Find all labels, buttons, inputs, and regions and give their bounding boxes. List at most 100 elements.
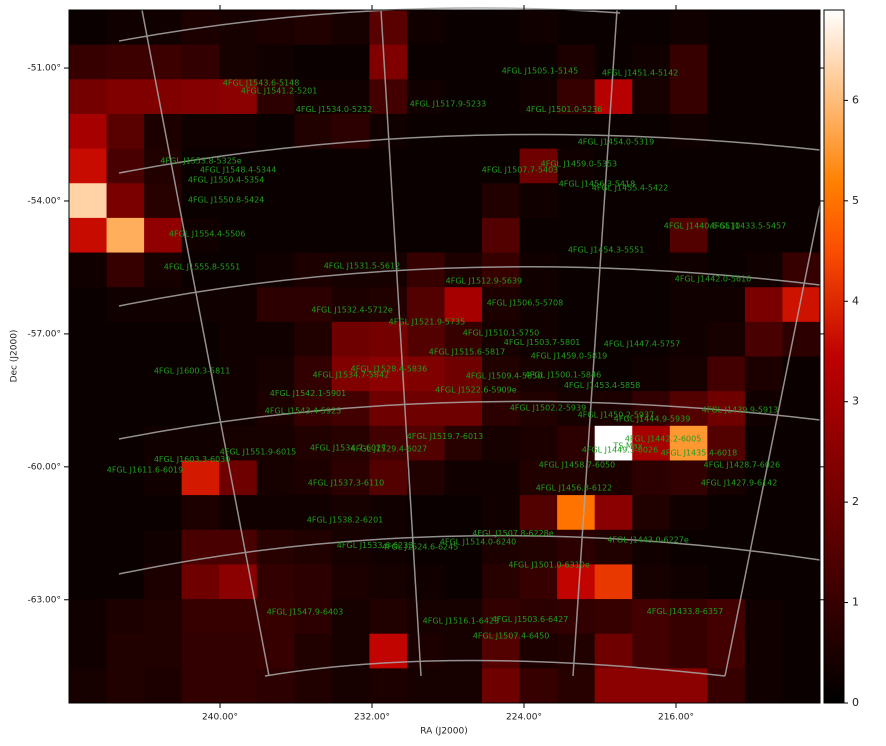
source-label: 4FGL J1459.0-5819	[531, 352, 608, 361]
heatmap-cell	[256, 44, 295, 80]
heatmap-cell	[106, 356, 145, 392]
heatmap-cell	[669, 425, 708, 461]
source-label: 4FGL J1524.6-6245	[382, 543, 459, 552]
heatmap-cell	[144, 287, 183, 323]
heatmap-cell	[294, 495, 333, 531]
heatmap-cell	[482, 44, 521, 80]
heatmap-cell	[782, 183, 821, 219]
heatmap-cell	[444, 217, 483, 254]
heatmap-cell	[707, 668, 746, 704]
source-label: 4FGL J1548.4-5344	[200, 165, 277, 174]
heatmap-cell	[106, 460, 145, 496]
heatmap-cell	[482, 183, 521, 219]
heatmap-cell	[181, 183, 220, 219]
heatmap-cell	[519, 425, 558, 461]
heatmap-cell	[294, 460, 333, 496]
heatmap-cell	[69, 529, 108, 565]
heatmap-cell	[557, 460, 596, 496]
heatmap-cell	[69, 391, 108, 427]
heatmap-cell	[707, 564, 746, 600]
source-label: 4FGL J1547.9-6403	[267, 608, 344, 617]
heatmap-cell	[669, 633, 708, 669]
heatmap-cell	[144, 217, 183, 254]
source-label: 4FGL J1534.7-6027	[310, 444, 387, 453]
x-tick-label: 232.00°	[354, 713, 390, 723]
heatmap-cell	[144, 321, 183, 357]
heatmap-cell	[444, 460, 483, 496]
heatmap-cell	[669, 287, 708, 323]
heatmap-cell	[69, 668, 108, 704]
heatmap-cell	[594, 356, 633, 392]
heatmap-cell	[144, 564, 183, 600]
heatmap-cell	[482, 217, 521, 254]
heatmap-cell	[744, 564, 783, 600]
heatmap-cell	[519, 79, 558, 115]
source-label: 4FGL J1550.8-5424	[188, 196, 265, 205]
heatmap-cell	[669, 321, 708, 357]
heatmap-cell	[669, 252, 708, 288]
heatmap-cell	[482, 495, 521, 531]
heatmap-cell	[557, 79, 596, 115]
heatmap-cell	[557, 113, 596, 150]
heatmap-cell	[369, 356, 408, 392]
heatmap-cell	[294, 668, 333, 704]
heatmap-cell	[782, 287, 821, 323]
source-label: 4FGL J1542.1-5901	[270, 389, 347, 398]
heatmap-cell	[744, 252, 783, 288]
heatmap-cell	[669, 668, 708, 704]
heatmap-cell	[782, 10, 821, 46]
x-tick-label: 224.00°	[506, 713, 542, 723]
heatmap-cell	[294, 252, 333, 288]
source-label: 4FGL J1450.2-5937	[578, 410, 655, 419]
heatmap-cell	[406, 183, 445, 219]
heatmap-cell	[144, 599, 183, 635]
colorbar-tick-label: 4	[852, 294, 859, 307]
source-label: 4FGL J1521.9-5735	[389, 317, 466, 326]
heatmap-cell	[557, 217, 596, 254]
heatmap-cell	[219, 44, 258, 80]
colorbar-tick-label: 3	[852, 395, 859, 408]
heatmap-cell	[406, 79, 445, 115]
heatmap-cell	[519, 321, 558, 357]
heatmap-cell	[744, 321, 783, 357]
heatmap-cell	[444, 321, 483, 357]
heatmap-cell	[219, 321, 258, 357]
heatmap-cell	[519, 113, 558, 150]
heatmap-cell	[256, 287, 295, 323]
heatmap-cell	[669, 10, 708, 46]
heatmap-cell	[632, 217, 671, 254]
heatmap-cell	[69, 321, 108, 357]
heatmap-cell	[707, 79, 746, 115]
heatmap-cell	[294, 44, 333, 80]
source-label: 4FGL J1455.4-5422	[592, 184, 669, 193]
heatmap-cell	[256, 495, 295, 531]
source-label: 4FGL J1501.0-6310e	[508, 561, 589, 570]
heatmap-cell	[106, 183, 145, 219]
heatmap-cell	[69, 44, 108, 80]
heatmap-cell	[519, 668, 558, 704]
heatmap-cell	[444, 44, 483, 80]
heatmap-cell	[632, 460, 671, 496]
heatmap-cell	[594, 183, 633, 219]
source-label: 4FGL J1449.5-6026	[582, 445, 659, 454]
heatmap-cell	[632, 44, 671, 80]
heatmap-cell	[106, 321, 145, 357]
heatmap-cell	[782, 633, 821, 669]
source-label: 4FGL J1543.6-5148	[223, 79, 300, 88]
heatmap-cell	[331, 460, 370, 496]
heatmap-cell	[331, 495, 370, 531]
heatmap-cell	[69, 633, 108, 669]
source-label: 4FGL J1453.4-5858	[564, 381, 641, 390]
source-label: 4FGL J1444.9-5939	[614, 414, 691, 423]
heatmap-cell	[294, 564, 333, 600]
heatmap-cell	[707, 113, 746, 150]
heatmap-cell	[69, 113, 108, 150]
heatmap-cell	[632, 668, 671, 704]
heatmap-cell	[444, 425, 483, 461]
heatmap-cell	[294, 79, 333, 115]
heatmap-cell	[144, 252, 183, 288]
heatmap-cell	[744, 356, 783, 392]
heatmap-cell	[519, 460, 558, 496]
heatmap-cell	[444, 391, 483, 427]
